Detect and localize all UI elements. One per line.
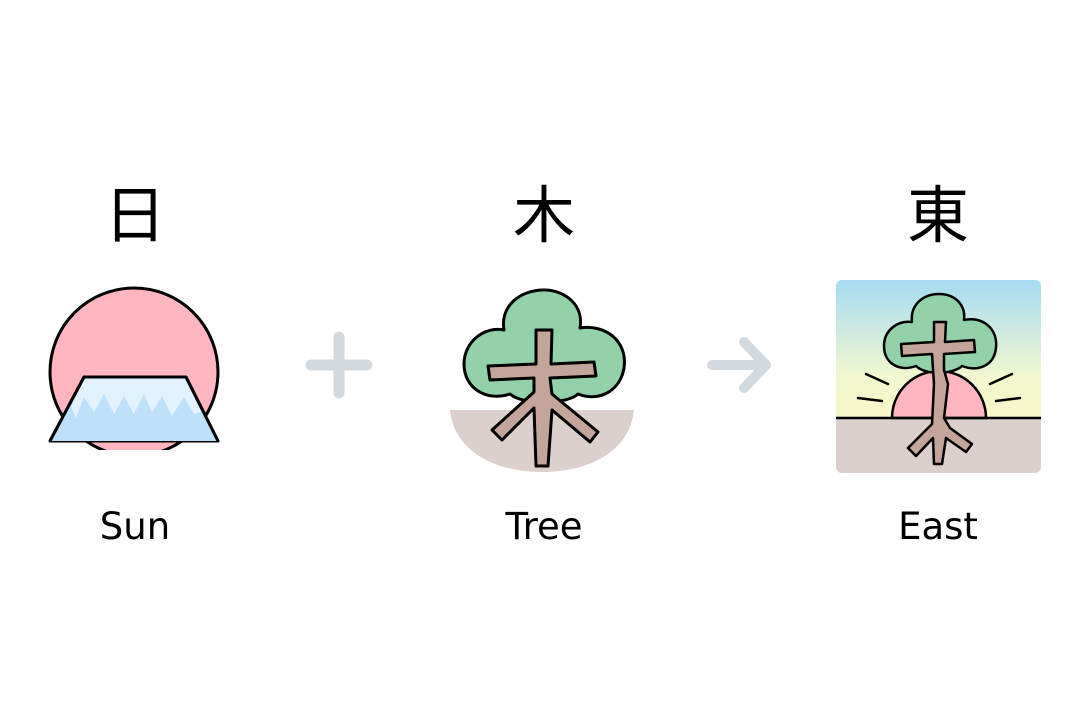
sun-over-mountain-icon bbox=[48, 286, 220, 450]
label-east: East bbox=[898, 505, 978, 548]
label-tree: Tree bbox=[505, 505, 583, 548]
kanji-tree: 木 bbox=[512, 179, 575, 252]
kanji-east: 東 bbox=[906, 179, 969, 252]
sun-behind-tree-icon bbox=[836, 280, 1041, 473]
kanji-sun: 日 bbox=[103, 179, 166, 252]
label-sun: Sun bbox=[99, 505, 171, 548]
plus-icon bbox=[305, 331, 373, 399]
arrow-right-icon bbox=[707, 337, 771, 393]
tree-icon bbox=[450, 288, 634, 472]
